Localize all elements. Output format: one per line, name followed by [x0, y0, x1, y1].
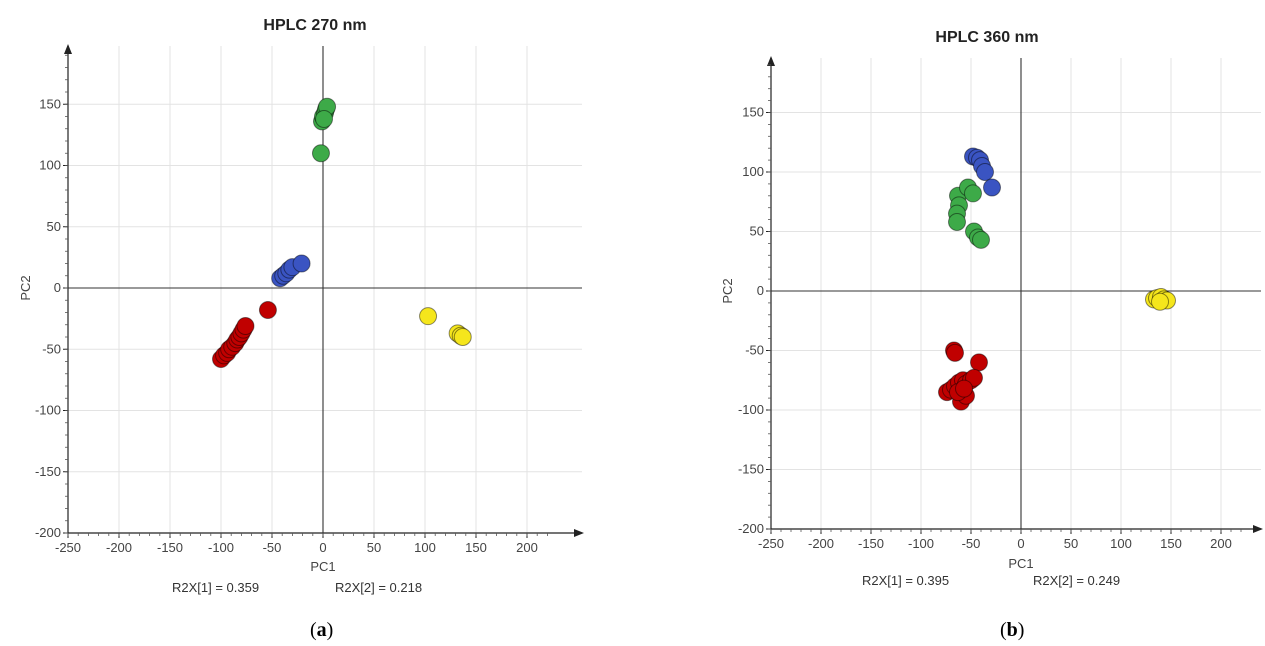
data-point — [976, 163, 994, 181]
data-point — [972, 230, 990, 249]
x-tick-label: -50 — [263, 540, 282, 555]
r2x-1-annotation: R2X[1] = 0.395 — [862, 573, 949, 588]
series-group — [948, 178, 990, 249]
series-group — [964, 147, 1001, 197]
x-tick-label: -250 — [758, 536, 784, 551]
y-axis-arrow — [767, 56, 775, 66]
x-tick-label: 0 — [319, 540, 326, 555]
chart-title: HPLC 360 nm — [935, 29, 1038, 46]
series-group — [419, 307, 472, 346]
y-tick-label: -200 — [35, 525, 61, 540]
y-tick-label: 100 — [39, 158, 61, 173]
y-tick-label: 100 — [742, 164, 764, 179]
y-tick-label: -50 — [42, 341, 61, 356]
x-axis-arrow — [1253, 525, 1263, 533]
y-tick-label: -50 — [745, 343, 764, 358]
series-group — [938, 341, 988, 411]
y-tick-label: 150 — [742, 105, 764, 120]
panel-label: (b) — [1000, 619, 1024, 641]
y-tick-label: 50 — [47, 219, 61, 234]
y-tick-label: -100 — [738, 402, 764, 417]
series-group — [1145, 287, 1176, 311]
series-group — [311, 97, 337, 163]
x-tick-label: 200 — [1210, 536, 1232, 551]
y-axis-label: PC2 — [18, 275, 33, 300]
x-tick-label: 100 — [414, 540, 436, 555]
chart-panel-b: -250 -200 -150 -100 -50 0 50 100 150 200-200-150-… — [720, 29, 1263, 641]
y-tick-label: 150 — [39, 96, 61, 111]
data-point — [948, 212, 966, 231]
data-point — [258, 301, 277, 320]
y-tick-label: -150 — [35, 464, 61, 479]
data-point — [419, 307, 438, 326]
series-group — [271, 254, 311, 288]
data-point — [315, 109, 334, 128]
panel-label: (a) — [310, 619, 333, 641]
x-tick-label: 150 — [1160, 536, 1182, 551]
data-point — [983, 178, 1001, 197]
x-tick-label: -150 — [858, 536, 884, 551]
x-tick-label: 0 — [1017, 536, 1024, 551]
data-point — [965, 368, 983, 387]
x-tick-label: 200 — [516, 540, 538, 555]
x-tick-label: -200 — [808, 536, 834, 551]
data-point — [1151, 292, 1169, 311]
r2x-2-annotation: R2X[2] = 0.249 — [1033, 573, 1120, 588]
data-point — [236, 316, 255, 335]
x-tick-label: 100 — [1110, 536, 1132, 551]
r2x-2-annotation: R2X[2] = 0.218 — [335, 580, 422, 595]
x-tick-label: -100 — [208, 540, 234, 555]
y-tick-label: -200 — [738, 521, 764, 536]
y-axis-label: PC2 — [720, 278, 735, 303]
r2x-1-annotation: R2X[1] = 0.359 — [172, 580, 259, 595]
x-axis-label: PC1 — [310, 559, 335, 574]
y-tick-label: 0 — [54, 280, 61, 295]
x-axis-label: PC1 — [1008, 556, 1033, 571]
x-axis-arrow — [574, 529, 584, 537]
data-point — [453, 328, 472, 346]
series-group — [212, 301, 277, 369]
data-point — [964, 184, 982, 203]
y-axis-arrow — [64, 44, 72, 54]
x-tick-label: -250 — [55, 540, 81, 555]
data-point — [311, 144, 330, 163]
x-tick-label: -100 — [908, 536, 934, 551]
chart-title: HPLC 270 nm — [263, 17, 366, 34]
y-tick-label: 50 — [750, 224, 764, 239]
chart-panel-a: -250 -200 -150 -100 -50 0 50 100 150 200-200-150-… — [18, 17, 584, 641]
x-tick-label: -150 — [157, 540, 183, 555]
x-tick-label: -50 — [962, 536, 981, 551]
x-tick-label: 150 — [465, 540, 487, 555]
x-tick-label: -200 — [106, 540, 132, 555]
data-point — [955, 379, 973, 398]
data-point — [970, 353, 988, 372]
y-tick-label: -100 — [35, 403, 61, 418]
data-point — [946, 343, 964, 362]
x-tick-label: 50 — [367, 540, 381, 555]
y-tick-label: -150 — [738, 462, 764, 477]
x-tick-label: 50 — [1064, 536, 1078, 551]
data-point — [292, 254, 311, 273]
y-tick-label: 0 — [757, 283, 764, 298]
